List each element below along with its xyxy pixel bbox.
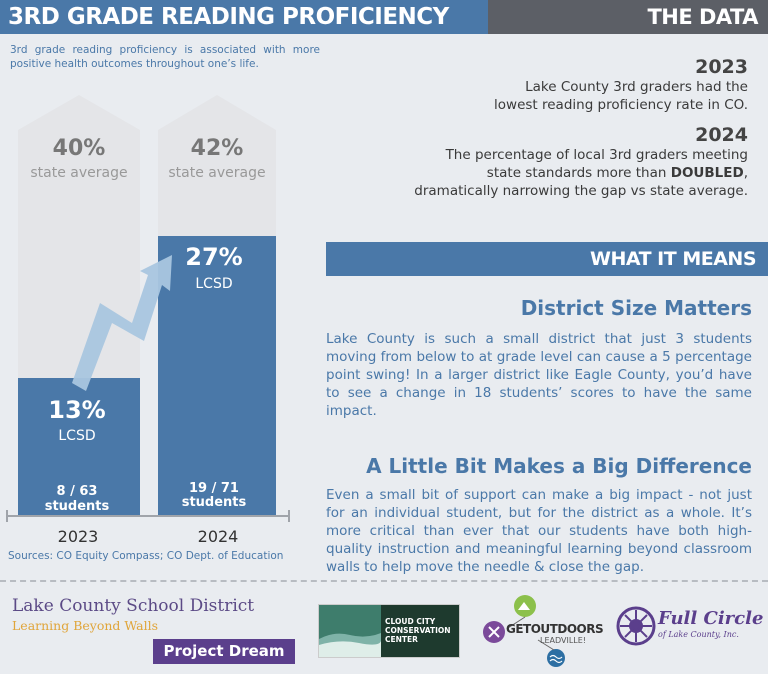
little-bit-heading: A Little Bit Makes a Big Difference	[366, 454, 752, 478]
data-2024-line2-c: ,	[743, 165, 748, 181]
cc-line2: CONSERVATION	[385, 626, 451, 635]
lcsd-bar-2024	[158, 236, 276, 515]
district-size-heading: District Size Matters	[520, 296, 752, 320]
district-size-body: Lake County is such a small district tha…	[326, 331, 752, 419]
the-data-header: THE DATA	[488, 0, 768, 34]
data-2023-year: 2023	[695, 56, 748, 78]
full-circle-logo: Full Circle of Lake County, Inc.	[614, 602, 764, 652]
cloud-city-text: CLOUD CITY CONSERVATION CENTER	[381, 605, 459, 657]
mountain-icon	[319, 605, 381, 657]
cloud-city-logo: CLOUD CITY CONSERVATION CENTER	[318, 604, 460, 658]
full-circle-subtitle: of Lake County, Inc.	[658, 630, 739, 639]
state-avg-2024-text: state average	[168, 165, 265, 181]
cc-line1: CLOUD CITY	[385, 617, 436, 626]
x-tick-2024: 2024	[197, 527, 239, 546]
data-2024-line1: The percentage of local 3rd graders meet…	[445, 147, 748, 163]
x-tick-2023: 2023	[57, 527, 99, 546]
lcsd-2024-value: 27%	[185, 243, 242, 271]
state-avg-2023-value: 40%	[53, 136, 106, 161]
proficiency-chart: 40% state average 42% state average 13% …	[0, 95, 320, 525]
data-2023: 2023 Lake County 3rd graders had the low…	[494, 56, 748, 114]
lcsd-logo-name: Lake County School District	[12, 596, 255, 616]
state-bar-2023	[18, 95, 140, 430]
data-2023-line2: lowest reading proficiency rate in CO.	[494, 97, 748, 113]
data-2024-year: 2024	[695, 124, 748, 146]
state-avg-2024-value: 42%	[191, 136, 244, 161]
lcsd-logo-tagline: Learning Beyond Walls	[12, 618, 159, 633]
count-2024: 19 / 71	[189, 481, 239, 496]
lcsd-2023-value: 13%	[48, 396, 105, 424]
lcsd-2023-text: LCSD	[58, 428, 95, 444]
data-2024-line2-a: state standards more than	[486, 165, 671, 181]
sources-text: Sources: CO Equity Compass; CO Dept. of …	[8, 550, 284, 562]
data-2024-line2: state standards more than DOUBLED,	[414, 164, 748, 182]
full-circle-title: Full Circle	[658, 608, 764, 629]
doubled-emphasis: DOUBLED	[670, 165, 744, 181]
go-water-icon	[547, 649, 565, 667]
count-2023: 8 / 63	[57, 484, 98, 499]
little-bit-body: Even a small bit of support can make a b…	[326, 487, 752, 575]
count-2023-students: students	[45, 499, 110, 514]
go-title: GETOUTDOORS	[506, 622, 604, 636]
lcsd-2024-text: LCSD	[195, 276, 232, 292]
cc-line3: CENTER	[385, 635, 418, 644]
what-it-means-header: WHAT IT MEANS	[326, 242, 768, 276]
full-circle-emblem-icon	[616, 606, 656, 646]
footer-divider	[0, 580, 768, 582]
trend-arrow	[72, 255, 172, 391]
state-avg-2023-text: state average	[30, 165, 127, 181]
go-subtitle: LEADVILLE!	[540, 636, 587, 645]
count-2024-students: students	[182, 495, 247, 510]
getoutdoors-logo: GETOUTDOORS LEADVILLE!	[478, 594, 604, 668]
project-dream-logo: Project Dream	[153, 639, 295, 664]
data-2024: 2024 The percentage of local 3rd graders…	[414, 124, 748, 200]
data-2024-line3: dramatically narrowing the gap vs state …	[414, 183, 748, 199]
page-title: 3RD GRADE READING PROFICIENCY	[0, 0, 488, 34]
intro-text: 3rd grade reading proficiency is associa…	[10, 44, 320, 70]
data-2023-line1: Lake County 3rd graders had the	[525, 79, 748, 95]
lcsd-bar-2023	[18, 378, 140, 515]
